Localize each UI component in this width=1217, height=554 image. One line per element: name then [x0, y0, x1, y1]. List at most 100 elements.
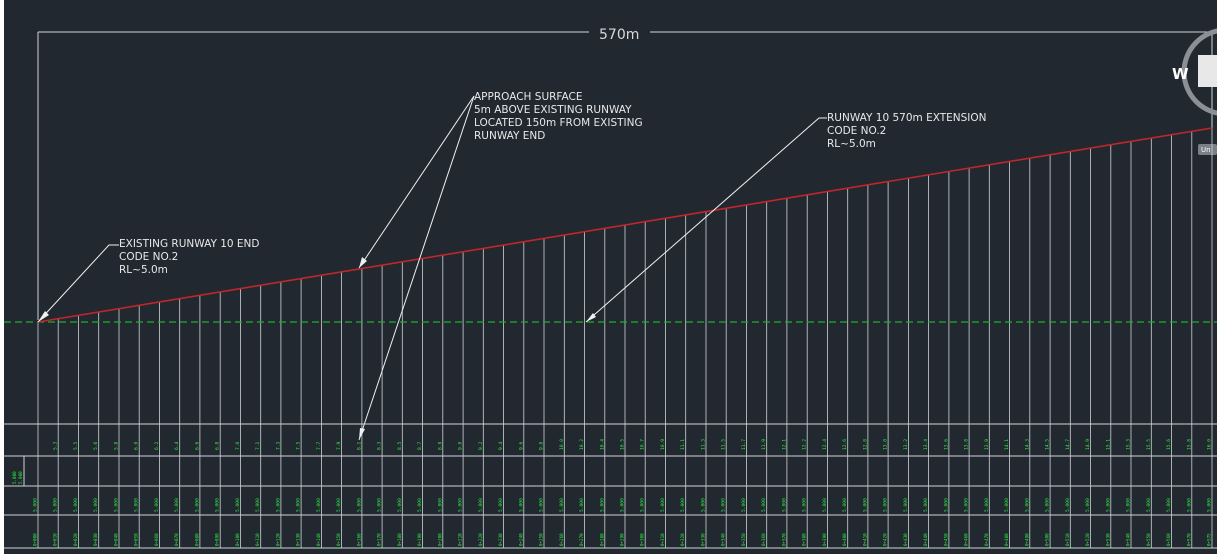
chainage-value: 0+430: [903, 533, 908, 546]
design-level-value: 5.000: [721, 498, 727, 512]
approach-level-value: 10.9: [660, 439, 666, 450]
design-level-value: 5.000: [761, 498, 767, 512]
approach-level-value: 14.9: [1085, 439, 1091, 450]
approach-level-value: 14.5: [1045, 439, 1051, 450]
chainage-value: 0+070: [174, 533, 179, 546]
design-level-value: 5.000: [417, 498, 423, 512]
chainage-value: 0+160: [356, 533, 361, 546]
design-level-value: 5.000: [660, 498, 666, 512]
chainage-value: 0+460: [964, 533, 969, 546]
design-level-value: 5.000: [579, 498, 585, 512]
cad-viewport[interactable]: 570m W Un EXISTING RUNWAY 10 END CODE NO…: [4, 0, 1217, 554]
chainage-value: 0+140: [316, 533, 321, 546]
design-level-value: 5.000: [802, 498, 808, 512]
chainage-value: 0+000: [33, 533, 38, 546]
design-level-value: 5.000: [1105, 498, 1111, 512]
approach-level-value: 8.7: [417, 441, 423, 450]
approach-level-value: 11.3: [701, 439, 707, 450]
design-level-value: 5.000: [842, 498, 848, 512]
design-level-value: 5.000: [356, 498, 362, 512]
chainage-value: 0+110: [255, 533, 260, 546]
chainage-value: 0+280: [599, 533, 604, 546]
viewcube-compass[interactable]: W Un: [1172, 28, 1217, 155]
chainage-value: 0+410: [862, 533, 867, 546]
approach-level-value: 9.6: [518, 441, 524, 450]
approach-level-value: 14.3: [1024, 439, 1030, 450]
approach-level-value: 13.4: [923, 439, 929, 450]
chainage-value: 0+130: [296, 533, 301, 546]
design-level-value: 5.000: [862, 498, 868, 512]
approach-level-value: 7.0: [235, 441, 241, 450]
approach-level-value: 13.2: [903, 439, 909, 450]
design-level-value: 5.000: [1207, 498, 1213, 512]
profile-data-table: [4, 423, 1217, 549]
chainage-value: 0+220: [478, 533, 483, 546]
approach-level-value: 7.5: [296, 441, 302, 450]
approach-level-value: 11.1: [680, 439, 686, 450]
approach-surface-line: [37, 127, 1213, 323]
chainage-value: 0+180: [397, 533, 402, 546]
approach-level-value: 11.5: [721, 439, 727, 450]
chainage-value: 0+390: [822, 533, 827, 546]
approach-level-value: 7.3: [275, 441, 281, 450]
approach-level-value: 9.4: [498, 441, 504, 450]
approach-level-value: 14.1: [1004, 439, 1010, 450]
approach-level-value: 8.1: [356, 441, 362, 450]
design-level-value: 5.000: [458, 498, 464, 512]
chainage-value: 0+270: [579, 533, 584, 546]
station-ordinates: [37, 128, 1213, 548]
approach-level-value: 6.2: [154, 441, 160, 450]
table-row-chainage: 0+000 0+010 0+020 0+030 0+040 0+050 0+060 0+070…: [33, 533, 1212, 546]
chainage-value: 0+080: [194, 533, 199, 546]
chainage-value: 0+575: [1207, 533, 1212, 546]
ucs-tag: Un: [1201, 146, 1211, 154]
design-level-value: 5.000: [1065, 498, 1071, 512]
chainage-value: 0+250: [539, 533, 544, 546]
design-level-value: 5.000: [377, 498, 383, 512]
profile-drawing: 570m W Un EXISTING RUNWAY 10 END CODE NO…: [4, 27, 1217, 549]
design-level-value: 5.000: [599, 498, 605, 512]
design-level-value: 5.000: [1186, 498, 1192, 512]
approach-level-value: 12.4: [822, 439, 828, 450]
approach-level-value: 12.6: [842, 439, 848, 450]
chainage-value: 0+420: [883, 533, 888, 546]
svg-text:LOCATED 150m FROM EXISTING: LOCATED 150m FROM EXISTING: [474, 117, 643, 129]
chainage-value: 0+120: [275, 533, 280, 546]
dimension-label: 570m: [599, 27, 639, 43]
approach-level-value: 14.7: [1065, 439, 1071, 450]
chainage-value: 0+230: [498, 533, 503, 546]
design-level-value: 5.000: [93, 498, 99, 512]
design-level-value: 5.000: [498, 498, 504, 512]
approach-level-value: 11.7: [741, 439, 747, 450]
chainage-value: 0+500: [1045, 533, 1050, 546]
design-level-value: 5.000: [1085, 498, 1091, 512]
design-level-value: 5.000: [903, 498, 909, 512]
design-level-value: 5.000: [316, 498, 322, 512]
chainage-value: 0+210: [458, 533, 463, 546]
design-level-value: 5.000: [478, 498, 484, 512]
design-level-value: 5.000: [1126, 498, 1132, 512]
chainage-value: 0+400: [842, 533, 847, 546]
design-level-value: 5.000: [741, 498, 747, 512]
approach-level-value: 7.7: [316, 441, 322, 450]
chainage-value: 0+320: [680, 533, 685, 546]
chainage-value: 0+190: [417, 533, 422, 546]
approach-level-value: 9.8: [539, 441, 545, 450]
design-level-value: 5.000: [680, 498, 686, 512]
leader-arrowheads: [38, 257, 596, 440]
approach-level-value: 12.2: [802, 439, 808, 450]
design-level-value: 5.000: [701, 498, 707, 512]
design-level-value: 5.000: [640, 498, 646, 512]
design-level-value: 5.000: [923, 498, 929, 512]
chainage-value: 0+530: [1105, 533, 1110, 546]
chainage-value: 0+170: [377, 533, 382, 546]
approach-level-value: 8.5: [397, 441, 403, 450]
chainage-value: 0+360: [761, 533, 766, 546]
design-level-value: 5.000: [1024, 498, 1030, 512]
approach-level-value: 15.6: [1166, 439, 1172, 450]
chainage-value: 0+240: [518, 533, 523, 546]
design-level-value: 5.000: [943, 498, 949, 512]
approach-level-value: 7.9: [336, 441, 342, 450]
existing-level-value: 5.000: [18, 471, 23, 484]
svg-text:RUNWAY END: RUNWAY END: [474, 130, 545, 142]
